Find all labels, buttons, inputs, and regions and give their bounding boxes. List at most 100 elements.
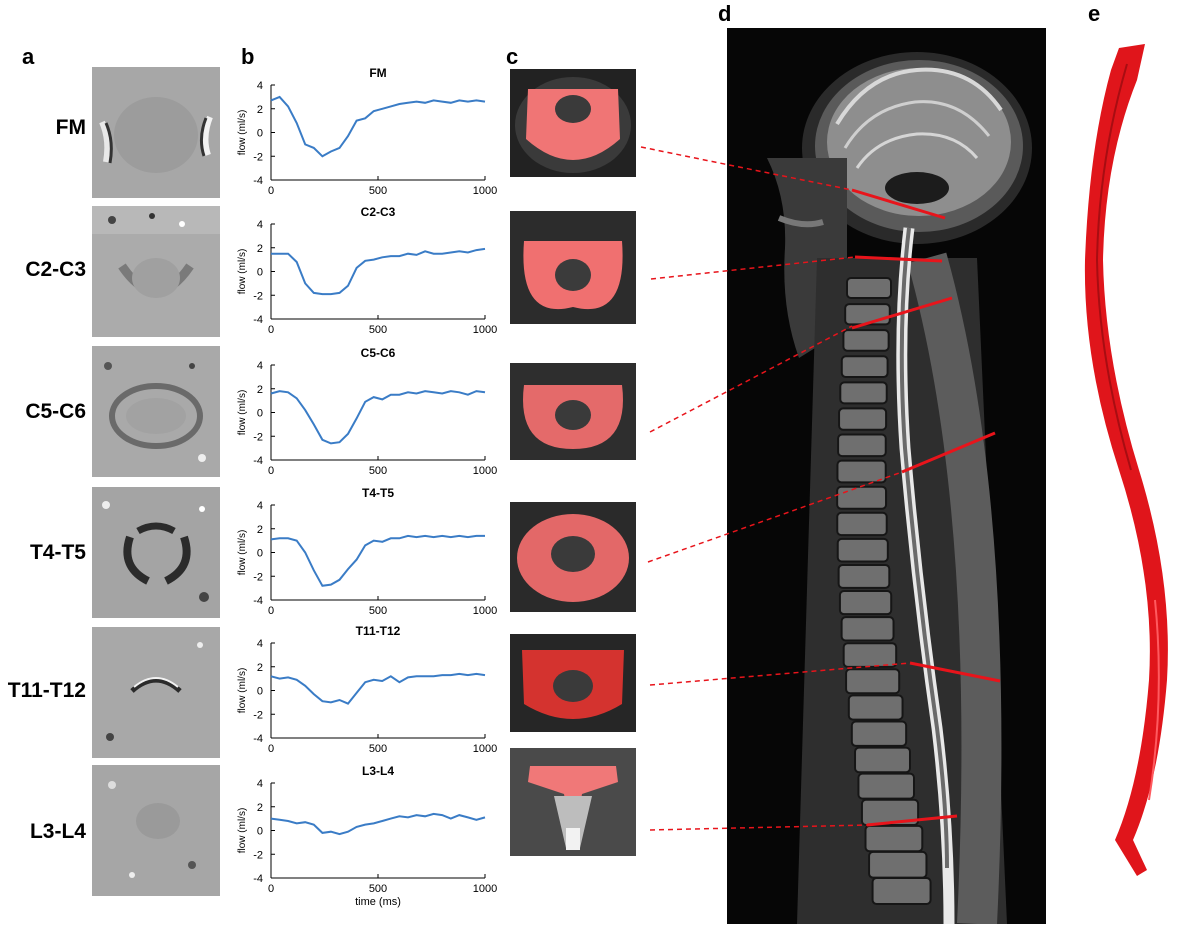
y-axis-label: flow (ml/s) bbox=[237, 249, 248, 295]
x-tick-label: 1000 bbox=[473, 185, 497, 197]
y-tick-label: 0 bbox=[257, 408, 263, 420]
series-title: FM bbox=[369, 66, 386, 80]
phase-contrast-image-l3-l4 bbox=[92, 765, 220, 896]
plot-t4-t5: T4-T5 4 2 0 -2 -4 0 500 1000 flow (ml/s) bbox=[237, 486, 497, 617]
y-tick-label: 2 bbox=[257, 104, 263, 116]
phase-contrast-image-fm bbox=[92, 67, 220, 198]
y-tick-label: -2 bbox=[253, 709, 263, 721]
series-line bbox=[270, 812, 486, 836]
y-tick-label: 2 bbox=[257, 384, 263, 396]
y-tick-label: -4 bbox=[253, 455, 263, 467]
segmentation-image-t11-t12 bbox=[510, 634, 636, 732]
vertebra bbox=[838, 590, 893, 616]
segmentation-image-c2-c3 bbox=[510, 211, 636, 324]
vertebra bbox=[871, 877, 932, 905]
mri-level-line bbox=[851, 188, 946, 220]
plot-t11-t12: T11-T12 4 2 0 -2 -4 0 500 1000 flow (ml/s) bbox=[237, 624, 497, 755]
vertebra bbox=[836, 511, 888, 537]
vertebra bbox=[839, 381, 888, 405]
level-label-t11-t12: T11-T12 bbox=[7, 679, 86, 702]
segmentation-image-l3-l4 bbox=[510, 748, 636, 856]
x-tick-label: 500 bbox=[369, 185, 387, 197]
vertebra bbox=[837, 563, 891, 589]
plot-c2-c3: C2-C3 4 2 0 -2 -4 0 500 1000 flow (ml/s) bbox=[237, 205, 497, 336]
vertebra bbox=[845, 668, 901, 695]
panel-letter-d: d bbox=[718, 1, 732, 26]
vertebra bbox=[837, 433, 887, 458]
series-line bbox=[270, 672, 486, 705]
mri-level-line bbox=[909, 661, 1001, 683]
series-title: L3-L4 bbox=[362, 764, 394, 778]
y-tick-label: 0 bbox=[257, 548, 263, 560]
x-tick-label: 500 bbox=[369, 465, 387, 477]
phase-contrast-image-c5-c6 bbox=[92, 346, 220, 477]
x-tick-label: 500 bbox=[369, 743, 387, 755]
phase-contrast-image-c2-c3 bbox=[92, 206, 220, 337]
series-line bbox=[270, 95, 486, 158]
plot-l3-l4: L3-L4 4 2 0 -2 -4 0 500 1000 flow (ml/s) bbox=[237, 764, 497, 895]
y-tick-label: -2 bbox=[253, 151, 263, 163]
y-tick-label: 0 bbox=[257, 128, 263, 140]
vertebra bbox=[838, 407, 888, 431]
mri-level-line bbox=[851, 296, 953, 330]
vertebra bbox=[840, 355, 889, 379]
vertebra bbox=[854, 746, 911, 774]
y-tick-label: 4 bbox=[257, 500, 263, 512]
series-line bbox=[270, 390, 486, 445]
y-tick-label: 2 bbox=[257, 662, 263, 674]
x-tick-label: 500 bbox=[369, 324, 387, 336]
y-tick-label: -4 bbox=[253, 873, 263, 885]
panel-letter-c: c bbox=[506, 44, 519, 69]
series-title: T11-T12 bbox=[356, 624, 401, 638]
level-label-t4-t5: T4-T5 bbox=[29, 541, 86, 564]
y-tick-label: 0 bbox=[257, 826, 263, 838]
y-tick-label: 2 bbox=[257, 243, 263, 255]
mri-level-line bbox=[901, 431, 996, 474]
spinal-canal-3d-rendering bbox=[1084, 44, 1168, 876]
panel-letter-b: b bbox=[241, 44, 255, 69]
y-tick-label: 4 bbox=[257, 80, 263, 92]
y-tick-label: -4 bbox=[253, 595, 263, 607]
x-tick-label: 0 bbox=[268, 883, 274, 895]
vertebra bbox=[844, 303, 891, 326]
y-tick-label: -4 bbox=[253, 733, 263, 745]
vertebra bbox=[857, 772, 915, 800]
y-tick-label: -2 bbox=[253, 571, 263, 583]
y-tick-label: 4 bbox=[257, 778, 263, 790]
vertebra bbox=[864, 824, 924, 853]
x-tick-label: 1000 bbox=[473, 743, 497, 755]
series-title: C2-C3 bbox=[361, 205, 396, 219]
y-tick-label: -4 bbox=[253, 314, 263, 326]
x-tick-label: 0 bbox=[268, 465, 274, 477]
sagittal-mri-image bbox=[727, 28, 1046, 925]
y-tick-label: 4 bbox=[257, 219, 263, 231]
mri-level-line bbox=[854, 255, 943, 263]
y-tick-label: 4 bbox=[257, 360, 263, 372]
y-tick-label: 0 bbox=[257, 686, 263, 698]
y-tick-label: -2 bbox=[253, 290, 263, 302]
y-tick-label: -2 bbox=[253, 849, 263, 861]
vertebra bbox=[868, 850, 928, 879]
mri-level-lines bbox=[851, 188, 1001, 827]
x-tick-label: 0 bbox=[268, 185, 274, 197]
plot-fm: FM 4 2 0 -2 -4 0 500 1000 flow (ml/s) bbox=[237, 66, 497, 197]
segmentation-image-c5-c6 bbox=[510, 363, 636, 460]
x-tick-label: 1000 bbox=[473, 605, 497, 617]
segmentation-image-t4-t5 bbox=[510, 502, 636, 612]
x-tick-label: 0 bbox=[268, 324, 274, 336]
y-tick-label: -2 bbox=[253, 431, 263, 443]
y-axis-label: flow (ml/s) bbox=[237, 390, 248, 436]
vertebra bbox=[836, 485, 888, 510]
vertebra bbox=[850, 720, 908, 747]
level-label-c5-c6: C5-C6 bbox=[25, 400, 86, 423]
segmentation-image-fm bbox=[510, 69, 636, 177]
vertebra bbox=[842, 329, 890, 352]
series-title: C5-C6 bbox=[361, 346, 396, 360]
panel-letter-a: a bbox=[22, 44, 35, 69]
y-axis-label: flow (ml/s) bbox=[237, 530, 248, 576]
level-label-fm: FM bbox=[55, 116, 86, 139]
x-tick-label: 500 bbox=[369, 605, 387, 617]
y-axis-label: flow (ml/s) bbox=[237, 808, 248, 854]
mri-level-line bbox=[866, 814, 958, 827]
vertebra bbox=[842, 642, 898, 668]
